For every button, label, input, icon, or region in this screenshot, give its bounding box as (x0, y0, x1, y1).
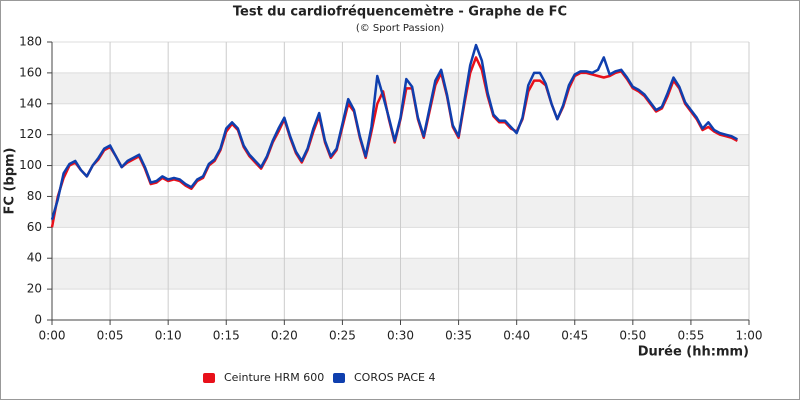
x-tick-label: 0:05 (97, 329, 124, 343)
x-tick-label: 0:45 (561, 329, 588, 343)
x-tick-label: 0:15 (213, 329, 240, 343)
x-tick-label: 0:40 (503, 329, 530, 343)
x-axis-label: Durée (hh:mm) (638, 345, 749, 360)
y-tick-label: 80 (27, 189, 42, 203)
x-tick-label: 0:30 (387, 329, 414, 343)
y-tick-label: 180 (19, 35, 42, 49)
x-tick-label: 0:20 (271, 329, 298, 343)
y-tick-label: 0 (34, 313, 42, 327)
legend-label: COROS PACE 4 (354, 371, 436, 384)
y-tick-label: 140 (19, 96, 42, 110)
series-line (50, 43, 738, 220)
y-axis-label: FC (bpm) (3, 148, 18, 215)
x-tick-label: 0:25 (329, 329, 356, 343)
y-tick-label: 40 (27, 251, 42, 265)
x-tick-label: 0:55 (677, 329, 704, 343)
y-tick-label: 100 (19, 158, 42, 172)
chart-subtitle: (© Sport Passion) (356, 23, 444, 34)
y-tick-label: 20 (27, 282, 42, 296)
x-tick-label: 0:35 (445, 329, 472, 343)
plot-background (51, 41, 750, 321)
x-tick-label: 1:00 (736, 329, 763, 343)
x-tick-label: 0:50 (619, 329, 646, 343)
legend-swatch (333, 373, 345, 383)
x-tick-label: 0:00 (39, 329, 66, 343)
x-tick-label: 0:10 (155, 329, 182, 343)
chart-title: Test du cardiofréquencemètre - Graphe de… (233, 5, 567, 20)
legend-swatch (203, 373, 215, 383)
y-tick-label: 160 (19, 65, 42, 79)
y-tick-label: 120 (19, 127, 42, 141)
y-tick-label: 60 (27, 220, 42, 234)
legend-label: Ceinture HRM 600 (224, 371, 324, 384)
